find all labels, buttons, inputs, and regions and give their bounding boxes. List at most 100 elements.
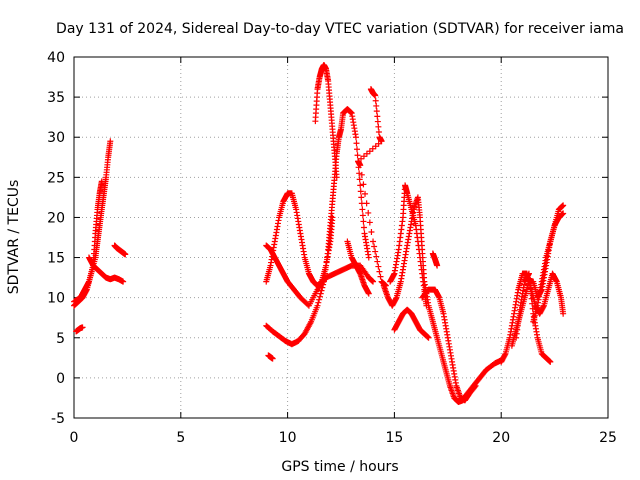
series-arc-u — [530, 210, 567, 325]
data-point — [434, 262, 441, 269]
x-tick-label: 15 — [385, 430, 403, 446]
data-point — [370, 278, 377, 285]
data-point — [269, 355, 276, 362]
data-point — [365, 254, 372, 261]
x-tick-label: 25 — [599, 430, 617, 446]
series-arc-h — [263, 106, 372, 348]
data-point — [360, 181, 367, 188]
y-tick-label: 15 — [47, 251, 65, 267]
data-point — [372, 248, 379, 255]
data-point — [122, 251, 129, 258]
plot-frame — [73, 56, 609, 419]
data-point — [529, 300, 536, 307]
data-point — [373, 102, 380, 109]
series-arc-j — [312, 62, 340, 181]
data-point — [360, 224, 367, 231]
data-point — [423, 302, 430, 309]
data-point — [547, 358, 554, 365]
data-point — [316, 293, 323, 300]
data-point — [368, 228, 375, 235]
data-point — [357, 182, 364, 189]
data-point — [356, 176, 363, 183]
data-point — [365, 209, 372, 216]
series-arc-e — [111, 242, 129, 258]
data-point — [526, 275, 533, 282]
data-point — [329, 214, 336, 221]
data-point — [358, 194, 365, 201]
data-point — [319, 284, 326, 291]
y-tick-label: 25 — [47, 170, 65, 186]
data-point — [359, 206, 366, 213]
data-point — [529, 305, 536, 312]
data-point — [375, 123, 382, 130]
data-point — [560, 310, 567, 317]
grid — [74, 57, 608, 418]
series-arc-a — [71, 138, 114, 309]
series-arc-l — [355, 86, 389, 289]
data-point — [372, 97, 379, 104]
x-tick-label: 20 — [492, 430, 510, 446]
x-tick-label: 0 — [70, 430, 79, 446]
data-point — [353, 140, 360, 147]
data-point — [376, 268, 383, 275]
data-point — [374, 118, 381, 125]
series-arc-r — [498, 270, 567, 365]
data-point — [314, 302, 321, 309]
data-point — [352, 134, 359, 141]
chart-title: Day 131 of 2024, Sidereal Day-to-day VTE… — [56, 21, 624, 37]
series-arc-q — [419, 286, 479, 404]
data-point — [366, 219, 373, 226]
axis-ticks: 0 5 10 15 20 25 -5 0 5 10 15 20 25 30 35 40 — [47, 50, 617, 446]
data-point — [79, 324, 86, 331]
series-arc-k — [344, 238, 372, 297]
data-point — [315, 299, 322, 306]
data-point — [373, 108, 380, 115]
data-point — [363, 200, 370, 207]
x-tick-label: 10 — [279, 430, 297, 446]
data-point — [371, 243, 378, 250]
data-point — [375, 129, 382, 136]
data-point — [317, 290, 324, 297]
data-point — [107, 138, 114, 145]
data-point — [471, 383, 478, 390]
y-tick-label: 35 — [47, 90, 65, 106]
data-point — [362, 190, 369, 197]
data-point — [425, 334, 432, 341]
y-tick-label: 30 — [47, 130, 65, 146]
series-arc-t — [513, 270, 554, 365]
data-point — [98, 178, 105, 185]
data-points — [71, 62, 567, 405]
data-point — [525, 270, 532, 277]
y-tick-label: 40 — [47, 50, 65, 66]
data-point — [527, 285, 534, 292]
series-arc-c — [73, 324, 86, 335]
data-point — [373, 253, 380, 260]
series-arc-i — [263, 190, 336, 289]
data-point — [370, 238, 377, 245]
data-point — [333, 174, 340, 181]
x-axis-title: GPS time / hours — [281, 459, 398, 475]
y-tick-label: 20 — [47, 210, 65, 226]
y-axis-title: SDTVAR / TECUs — [6, 180, 22, 295]
data-point — [528, 295, 535, 302]
series-arc-f — [265, 352, 276, 362]
data-point — [375, 263, 382, 270]
data-point — [374, 113, 381, 120]
data-point — [528, 290, 535, 297]
data-point — [354, 152, 361, 159]
data-point — [316, 296, 323, 303]
y-tick-label: 10 — [47, 291, 65, 307]
y-tick-label: -5 — [51, 411, 65, 427]
x-tick-label: 5 — [176, 430, 185, 446]
data-point — [357, 188, 364, 195]
data-point — [560, 210, 567, 217]
data-point — [372, 92, 379, 99]
data-point — [365, 290, 372, 297]
y-tick-label: 0 — [56, 371, 65, 387]
series-arc-d — [85, 254, 127, 285]
data-point — [357, 162, 364, 169]
data-point — [318, 287, 325, 294]
data-point — [560, 202, 567, 209]
series-arc-p — [429, 250, 441, 269]
